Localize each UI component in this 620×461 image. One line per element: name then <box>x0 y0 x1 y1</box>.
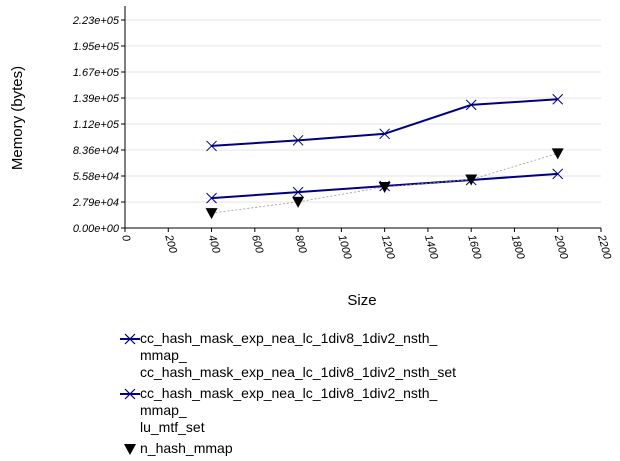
y-tick-label: 1.39e+05 <box>73 93 120 105</box>
data-point-triangle-marker <box>378 181 391 193</box>
data-point-triangle-marker <box>465 174 478 186</box>
data-point-triangle-marker <box>292 196 305 208</box>
x-marker-icon <box>120 333 140 345</box>
x-tick-label: 0 <box>119 234 132 244</box>
x-tick-label: 600 <box>249 234 266 256</box>
x-tick-label: 1800 <box>509 234 527 262</box>
x-tick-labels: 0 200 400 600 800 1000 1200 1400 1600 1800 2000 220… <box>119 233 613 262</box>
y-tick-label: 5.58e+04 <box>73 171 119 183</box>
y-tick-label: 1.95e+05 <box>73 41 120 53</box>
y-tick-label: 2.23e+05 <box>72 15 120 27</box>
x-tick-label: 1600 <box>465 234 483 262</box>
data-point-x-marker <box>465 99 477 111</box>
x-tick-label: 1200 <box>379 234 397 262</box>
data-point-x-marker <box>206 140 217 152</box>
data-point-triangle-marker <box>205 208 218 220</box>
legend: cc_hash_mask_exp_nea_lc_1div8_1div2_nsth… <box>120 330 600 461</box>
legend-item: n_hash_mmap <box>120 440 600 457</box>
data-point-x-marker <box>206 192 217 204</box>
y-tick-labels: 0.00e+00 2.79e+04 5.58e+04 8.36e+04 1.12e+05… <box>72 15 120 235</box>
triangle-down-marker-icon <box>124 444 136 455</box>
x-axis-title: Size <box>347 292 376 309</box>
legend-item: cc_hash_mask_exp_nea_lc_1div8_1div2_nsth… <box>120 330 600 381</box>
legend-label: n_hash_mmap <box>140 440 233 456</box>
y-axis-title: Memory (bytes) <box>9 66 26 170</box>
data-point-x-marker <box>552 168 564 180</box>
legend-label: cc_hash_mask_exp_nea_lc_1div8_1div2_nsth… <box>140 330 456 380</box>
data-point-x-marker <box>379 128 390 140</box>
x-tick-label: 400 <box>206 234 223 256</box>
y-tick-label: 1.67e+05 <box>73 67 120 79</box>
grid <box>125 19 601 203</box>
series-markers <box>205 93 564 220</box>
x-tick-label: 1000 <box>335 234 353 262</box>
x-tick-label: 800 <box>292 234 309 256</box>
legend-label: cc_hash_mask_exp_nea_lc_1div8_1div2_nsth… <box>140 385 438 435</box>
legend-item: cc_hash_mask_exp_nea_lc_1div8_1div2_nsth… <box>120 385 600 436</box>
data-point-x-marker <box>292 186 304 198</box>
data-point-triangle-marker <box>551 148 564 160</box>
y-tick-label: 8.36e+04 <box>73 145 119 157</box>
x-tick-label: 2200 <box>595 233 613 262</box>
y-tick-label: 0.00e+00 <box>73 223 120 235</box>
series-lines <box>211 98 558 214</box>
x-tick-label: 1400 <box>422 234 440 262</box>
data-point-x-marker <box>292 134 304 146</box>
x-marker-icon <box>120 388 140 400</box>
x-tick-label: 2000 <box>552 233 570 262</box>
x-tick-label: 200 <box>162 233 179 256</box>
y-tick-label: 1.12e+05 <box>73 119 120 131</box>
series-line <box>211 152 558 214</box>
axes <box>121 6 602 232</box>
data-point-x-marker <box>552 93 564 105</box>
chart: 0.00e+00 2.79e+04 5.58e+04 8.36e+04 1.12e+05… <box>9 6 613 309</box>
series-line <box>211 98 558 147</box>
y-tick-label: 2.79e+04 <box>72 197 119 209</box>
